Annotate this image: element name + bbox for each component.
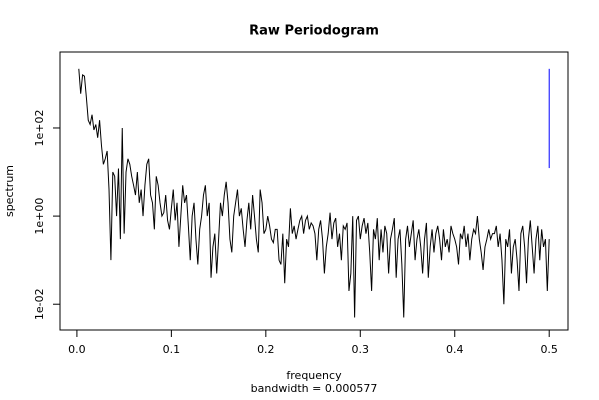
x-axis-label: frequency [286, 369, 342, 382]
x-tick-label: 0.3 [352, 343, 370, 356]
y-tick-label: 1e-02 [33, 288, 46, 320]
y-axis-label: spectrum [3, 165, 16, 217]
x-tick-label: 0.2 [257, 343, 275, 356]
x-tick-label: 0.5 [540, 343, 558, 356]
x-tick-label: 0.0 [68, 343, 86, 356]
x-tick-label: 0.1 [163, 343, 181, 356]
y-tick-label: 1e+02 [33, 109, 46, 146]
plot-box [59, 51, 569, 331]
y-tick-label: 1e+00 [33, 198, 46, 235]
spectrum-line [78, 68, 550, 318]
subtitle: bandwidth = 0.000577 [251, 382, 378, 395]
chart-title: Raw Periodogram [249, 24, 379, 39]
x-tick-label: 0.4 [446, 343, 464, 356]
